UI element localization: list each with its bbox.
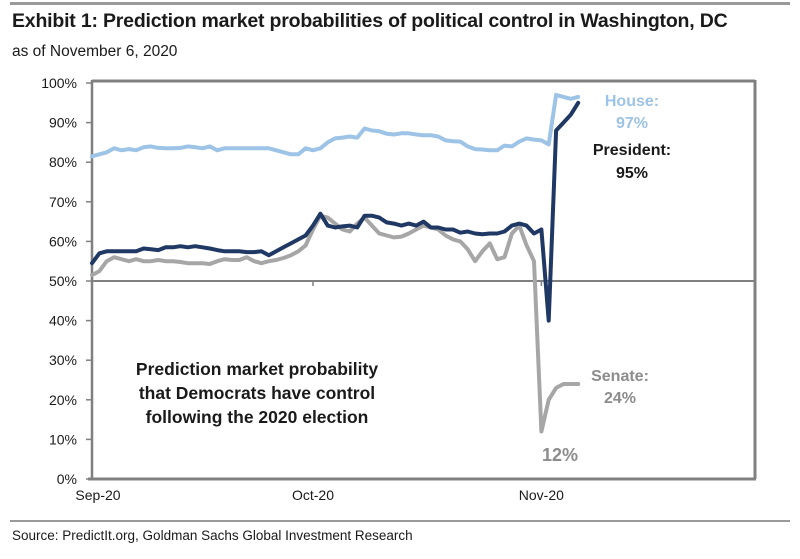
y-tick-label: 90% [49, 115, 77, 131]
series-layer [90, 92, 581, 434]
president-label: President: [593, 142, 671, 159]
x-tick-label: Oct-20 [292, 487, 334, 503]
y-tick-label: 40% [49, 313, 77, 329]
top-rule [10, 2, 790, 5]
y-axis: 0% 10% 20% 30% 40% 50% 60% 70% 80% 90% 100% [41, 75, 92, 487]
x-axis: Sep-20 Oct-20 Nov-20 [75, 281, 564, 503]
x-tick-label: Nov-20 [519, 487, 564, 503]
chart-title: Exhibit 1: Prediction market probabiliti… [12, 10, 728, 32]
senate-value-label: 24% [604, 390, 636, 407]
y-tick-label: 50% [49, 273, 77, 289]
center-annotation-line-3: following the 2020 election [146, 407, 369, 427]
source-note: Source: PredictIt.org, Goldman Sachs Glo… [12, 528, 413, 543]
y-tick-label: 80% [49, 154, 77, 170]
series-line-president [90, 100, 581, 323]
y-tick-label: 30% [49, 352, 77, 368]
house-label: House: [605, 93, 659, 110]
y-tick-label: 70% [49, 194, 77, 210]
y-tick-label: 20% [49, 392, 77, 408]
series-line-house [90, 92, 581, 159]
center-annotation-line-1: Prediction market probability [136, 359, 378, 379]
plot-frame [88, 79, 757, 481]
senate-min-label: 12% [542, 445, 578, 465]
y-tick-label: 10% [49, 431, 77, 447]
y-tick-label: 60% [49, 233, 77, 249]
senate-label: Senate: [591, 368, 649, 385]
president-value-label: 95% [616, 165, 648, 182]
x-tick-label: Sep-20 [75, 487, 120, 503]
house-value-label: 97% [616, 115, 648, 132]
bottom-rule [10, 520, 790, 522]
y-tick-label: 100% [41, 75, 77, 91]
y-tick-label: 0% [57, 471, 77, 487]
chart-subtitle: as of November 6, 2020 [12, 43, 178, 60]
series-line-senate [90, 213, 581, 434]
center-annotation-line-2: that Democrats have control [139, 383, 375, 403]
